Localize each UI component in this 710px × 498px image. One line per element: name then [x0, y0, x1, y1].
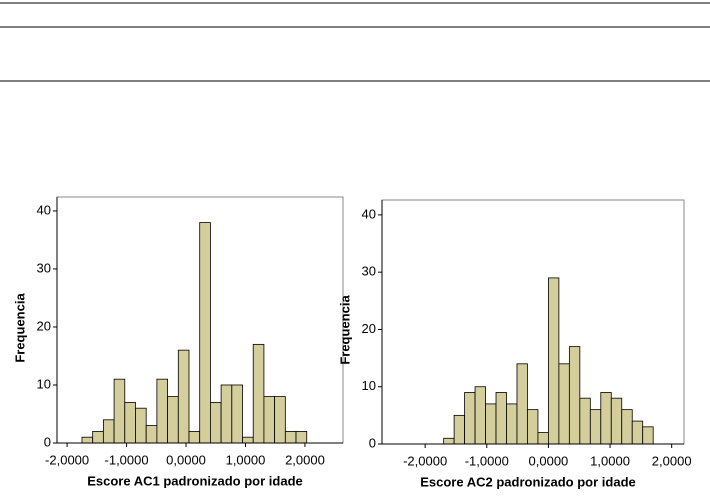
y-tick-label: 40	[362, 206, 376, 221]
bar	[558, 363, 570, 445]
bar	[252, 343, 265, 444]
bar	[156, 378, 168, 444]
bar	[81, 436, 94, 444]
bar	[474, 386, 486, 445]
bar	[464, 392, 476, 445]
bar	[537, 432, 549, 445]
bar	[167, 396, 179, 444]
y-tick-label: 30	[362, 264, 376, 279]
x-tick-label: 0,0000	[166, 452, 206, 467]
x-axis-label: Escore AC2 padronizado por idade	[420, 474, 636, 489]
y-axis-label: Frequencia	[337, 295, 352, 365]
x-tick-label: -2,0000	[45, 452, 89, 467]
bar	[113, 378, 126, 444]
x-tick-label: -1,0000	[465, 453, 509, 468]
y-tick-label: 30	[37, 260, 51, 275]
x-tick-label: -2,0000	[403, 453, 447, 468]
y-axis-label: Frequencia	[12, 293, 27, 363]
bar	[92, 430, 104, 444]
bar	[284, 430, 297, 444]
bar	[621, 409, 633, 445]
x-tick-label: 2,0000	[285, 452, 325, 467]
plot-area	[381, 199, 685, 445]
bar	[188, 430, 201, 444]
bar	[485, 403, 497, 445]
x-tick-label: 2,0000	[652, 453, 692, 468]
bar	[453, 414, 465, 445]
bar	[231, 384, 243, 444]
bar	[568, 346, 581, 445]
bar	[220, 384, 233, 444]
bar	[589, 409, 602, 445]
bar	[579, 397, 591, 445]
x-tick-label: -1,0000	[105, 452, 149, 467]
bar	[506, 403, 518, 445]
y-tick-label: 0	[369, 435, 376, 450]
bar	[548, 277, 560, 445]
x-axis-label: Escore AC1 padronizado por idade	[87, 473, 303, 488]
bar	[263, 396, 276, 444]
y-tick-label: 20	[362, 321, 376, 336]
y-tick-label: 0	[44, 434, 51, 449]
bar	[210, 401, 222, 444]
bar	[516, 363, 528, 445]
y-tick-label: 40	[37, 202, 51, 217]
bar	[527, 409, 539, 445]
bar	[600, 392, 612, 445]
bar	[177, 349, 190, 444]
bar	[495, 392, 507, 445]
bar	[274, 396, 286, 444]
bar	[242, 436, 254, 444]
y-tick-label: 20	[37, 318, 51, 333]
bar	[610, 397, 623, 445]
y-tick-label: 10	[362, 378, 376, 393]
bar	[199, 222, 211, 444]
x-tick-label: 0,0000	[529, 453, 569, 468]
x-tick-label: 1,0000	[590, 453, 630, 468]
bar	[135, 407, 147, 444]
bar	[124, 401, 136, 444]
bar	[295, 430, 308, 444]
y-tick-label: 10	[37, 376, 51, 391]
bar	[642, 426, 654, 445]
bar	[145, 425, 158, 444]
bar	[443, 437, 455, 445]
x-tick-label: 1,0000	[226, 452, 266, 467]
bar	[102, 419, 115, 444]
bar	[631, 420, 644, 445]
